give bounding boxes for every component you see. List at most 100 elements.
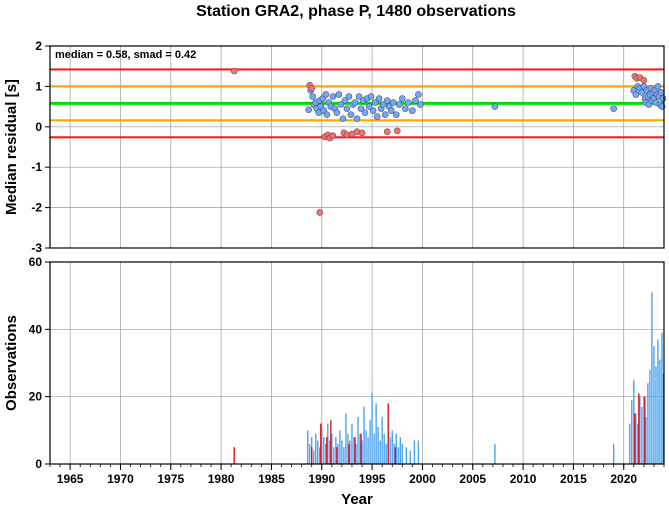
observations-y-axis-title: Observations	[3, 315, 20, 411]
observation-bar	[321, 426, 323, 464]
residual-point	[402, 105, 409, 112]
residual-point	[632, 91, 640, 98]
observation-bar	[335, 437, 337, 464]
year-tick-label: 1995	[359, 472, 386, 486]
residual-y-tick-label: -2	[31, 201, 42, 215]
observation-bars	[233, 292, 665, 464]
residual-point	[361, 109, 369, 116]
observation-bar	[391, 430, 393, 464]
residual-y-axis-title: Median residual [s]	[3, 79, 20, 215]
observations-y-ticks: 0 20 40 60	[29, 255, 50, 471]
observation-bar	[655, 366, 657, 464]
observation-bar	[308, 443, 311, 464]
residual-point	[371, 99, 379, 106]
observation-bar	[365, 430, 367, 464]
observation-bar	[325, 443, 327, 464]
year-tick-label: 2015	[560, 472, 587, 486]
residual-point	[329, 93, 337, 100]
observation-bar	[360, 433, 362, 464]
chart-title: Station GRA2, phase P, 1480 observations	[196, 3, 516, 20]
observation-bar	[381, 416, 383, 464]
residual-y-tick-label: 0	[35, 120, 42, 134]
stats-annotation: median = 0.58, smad = 0.42	[55, 49, 196, 61]
residual-point	[351, 99, 359, 106]
residual-point	[230, 67, 238, 75]
residual-frame	[49, 45, 665, 249]
residual-y-tick-label: 1	[35, 79, 42, 93]
residual-point	[389, 99, 397, 106]
residual-point	[343, 105, 351, 112]
observation-bar	[327, 423, 329, 464]
observation-bar	[343, 447, 345, 464]
residual-point	[353, 115, 361, 123]
observation-bar	[330, 420, 332, 464]
observation-bar	[373, 433, 375, 464]
residual-point	[387, 107, 395, 114]
observation-bar	[336, 447, 338, 464]
observation-bar	[357, 416, 359, 464]
observation-bar	[401, 443, 403, 464]
year-tick-label: 1965	[57, 472, 84, 486]
residual-point	[398, 95, 406, 102]
year-tick-label: 1980	[208, 472, 235, 486]
year-tick-label: 2000	[409, 472, 436, 486]
residual-point	[409, 107, 416, 114]
residual-point	[415, 91, 422, 98]
observation-bar	[397, 447, 399, 464]
observation-bar	[339, 430, 341, 464]
residual-plot-area	[50, 46, 664, 248]
residual-point	[417, 101, 424, 108]
observation-bar	[417, 440, 420, 464]
residual-point	[412, 97, 419, 104]
observation-bar	[317, 440, 319, 464]
observation-bar	[637, 423, 639, 464]
residual-point	[654, 83, 662, 90]
residual-point	[358, 129, 366, 137]
residual-point	[322, 91, 330, 98]
observation-bar	[326, 437, 328, 464]
residual-point	[333, 109, 341, 116]
observation-bar	[313, 450, 315, 464]
year-tick-label: 1990	[308, 472, 335, 486]
observations-plot-area	[50, 262, 664, 464]
observation-bar	[643, 396, 645, 464]
observation-bar	[494, 443, 496, 464]
observation-bar	[641, 406, 643, 464]
residual-point	[316, 209, 324, 216]
observation-bar	[612, 443, 615, 464]
residual-point	[375, 95, 383, 102]
residual-points	[230, 67, 667, 216]
observation-bar	[413, 440, 416, 464]
observation-bar	[661, 332, 663, 464]
observation-bar	[644, 396, 646, 464]
observation-bar	[635, 413, 637, 464]
observation-bar	[649, 369, 651, 464]
observation-bar	[389, 437, 391, 464]
observation-bar	[354, 437, 356, 464]
residual-point	[610, 105, 617, 112]
observation-bar	[375, 403, 377, 464]
observations-y-tick-label: 0	[35, 457, 42, 471]
observations-y-tick-label: 40	[29, 322, 43, 336]
x-axis-title: Year	[341, 491, 373, 508]
observation-bar	[323, 437, 325, 464]
observation-bar	[394, 447, 396, 464]
residual-point	[491, 103, 499, 110]
observation-bar	[233, 447, 235, 464]
observation-bar	[351, 423, 353, 464]
observation-bar	[638, 393, 640, 464]
residual-y-tick-label: -3	[31, 241, 42, 255]
observation-bar	[387, 403, 389, 464]
residual-point	[355, 93, 363, 100]
observation-bar	[639, 396, 641, 464]
year-tick-label: 2005	[459, 472, 486, 486]
residual-point	[347, 111, 355, 118]
residual-point	[392, 111, 400, 118]
observation-bar	[645, 416, 647, 464]
observation-bar	[379, 440, 381, 464]
observation-bar	[383, 433, 385, 464]
observation-bar	[331, 433, 333, 464]
observation-bar	[647, 383, 649, 464]
